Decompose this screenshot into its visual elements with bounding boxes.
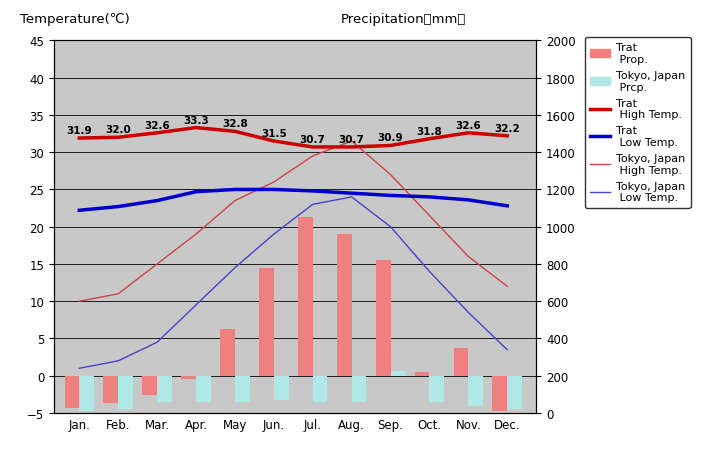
Tokyo, Japan
Low Temp.: [230, 265, 239, 271]
Line: Tokyo, Japan
Low Temp.: Tokyo, Japan Low Temp.: [79, 197, 507, 369]
Bar: [390, 371, 405, 376]
Bar: [104, 376, 118, 403]
Bar: [79, 376, 94, 411]
Tokyo, Japan
Low Temp.: [308, 202, 317, 207]
Trat
High Temp.: [308, 145, 317, 151]
Tokyo, Japan
High Temp.: [503, 284, 511, 290]
Tokyo, Japan
Low Temp.: [153, 340, 161, 345]
Text: 33.3: 33.3: [183, 115, 209, 125]
Text: 32.8: 32.8: [222, 119, 248, 129]
Trat
High Temp.: [230, 129, 239, 135]
Trat
High Temp.: [153, 131, 161, 136]
Tokyo, Japan
Low Temp.: [269, 232, 278, 237]
Tokyo, Japan
High Temp.: [192, 232, 200, 237]
Bar: [259, 268, 274, 376]
Tokyo, Japan
Low Temp.: [347, 195, 356, 200]
Trat
Low Temp.: [75, 208, 84, 213]
Tokyo, Japan
High Temp.: [230, 198, 239, 204]
Trat
Low Temp.: [192, 190, 200, 195]
Text: 32.6: 32.6: [144, 121, 170, 130]
Bar: [157, 376, 172, 402]
Trat
High Temp.: [425, 137, 433, 142]
Bar: [196, 376, 211, 402]
Trat
High Temp.: [347, 145, 356, 151]
Bar: [492, 376, 507, 411]
Tokyo, Japan
High Temp.: [347, 139, 356, 145]
Text: Temperature(℃): Temperature(℃): [20, 13, 130, 27]
Text: 30.7: 30.7: [300, 134, 325, 145]
Trat
Low Temp.: [308, 189, 317, 194]
Trat
Low Temp.: [114, 204, 122, 210]
Trat
High Temp.: [114, 135, 122, 141]
Text: 31.8: 31.8: [417, 127, 442, 136]
Trat
Low Temp.: [269, 187, 278, 193]
Trat
High Temp.: [386, 143, 395, 149]
Tokyo, Japan
High Temp.: [308, 154, 317, 159]
Bar: [235, 376, 250, 402]
Bar: [143, 376, 157, 395]
Text: 32.0: 32.0: [105, 125, 131, 135]
Bar: [220, 330, 235, 376]
Trat
High Temp.: [503, 134, 511, 139]
Text: Precipitation（mm）: Precipitation（mm）: [341, 13, 467, 27]
Bar: [351, 376, 366, 402]
Bar: [298, 218, 312, 376]
Tokyo, Japan
Low Temp.: [503, 347, 511, 353]
Trat
High Temp.: [269, 139, 278, 145]
Tokyo, Japan
High Temp.: [386, 173, 395, 178]
Bar: [312, 376, 328, 402]
Text: 31.9: 31.9: [66, 126, 92, 136]
Bar: [429, 376, 444, 402]
Bar: [376, 261, 390, 376]
Bar: [454, 348, 468, 376]
Trat
Low Temp.: [230, 187, 239, 193]
Tokyo, Japan
High Temp.: [425, 213, 433, 219]
Bar: [65, 376, 79, 408]
Bar: [415, 372, 429, 376]
Trat
High Temp.: [464, 131, 472, 136]
Tokyo, Japan
High Temp.: [153, 262, 161, 267]
Tokyo, Japan
Low Temp.: [464, 310, 472, 315]
Trat
Low Temp.: [347, 191, 356, 196]
Bar: [274, 376, 289, 400]
Text: 30.9: 30.9: [378, 133, 403, 143]
Text: 32.2: 32.2: [495, 123, 520, 134]
Trat
Low Temp.: [503, 204, 511, 209]
Bar: [507, 376, 522, 409]
Trat
High Temp.: [75, 136, 84, 141]
Line: Trat
High Temp.: Trat High Temp.: [79, 129, 507, 148]
Legend: Trat
 Prop., Tokyo, Japan
 Prcp., Trat
 High Temp., Trat
 Low Temp., Tokyo, Japa: Trat Prop., Tokyo, Japan Prcp., Trat Hig…: [585, 38, 690, 208]
Tokyo, Japan
High Temp.: [114, 291, 122, 297]
Bar: [181, 376, 196, 380]
Bar: [118, 376, 133, 409]
Tokyo, Japan
Low Temp.: [192, 302, 200, 308]
Tokyo, Japan
High Temp.: [75, 299, 84, 304]
Text: 32.6: 32.6: [456, 121, 481, 130]
Tokyo, Japan
Low Temp.: [386, 224, 395, 230]
Trat
Low Temp.: [425, 195, 433, 200]
Text: 30.7: 30.7: [338, 134, 364, 145]
Tokyo, Japan
High Temp.: [269, 180, 278, 185]
Tokyo, Japan
Low Temp.: [75, 366, 84, 371]
Trat
Low Temp.: [464, 198, 472, 203]
Bar: [468, 376, 483, 406]
Line: Trat
Low Temp.: Trat Low Temp.: [79, 190, 507, 211]
Line: Tokyo, Japan
High Temp.: Tokyo, Japan High Temp.: [79, 142, 507, 302]
Trat
Low Temp.: [153, 198, 161, 204]
Tokyo, Japan
Low Temp.: [114, 358, 122, 364]
Tokyo, Japan
High Temp.: [464, 254, 472, 260]
Bar: [337, 235, 351, 376]
Trat
Low Temp.: [386, 193, 395, 199]
Text: 31.5: 31.5: [261, 129, 287, 139]
Trat
High Temp.: [192, 126, 200, 131]
Tokyo, Japan
Low Temp.: [425, 269, 433, 274]
